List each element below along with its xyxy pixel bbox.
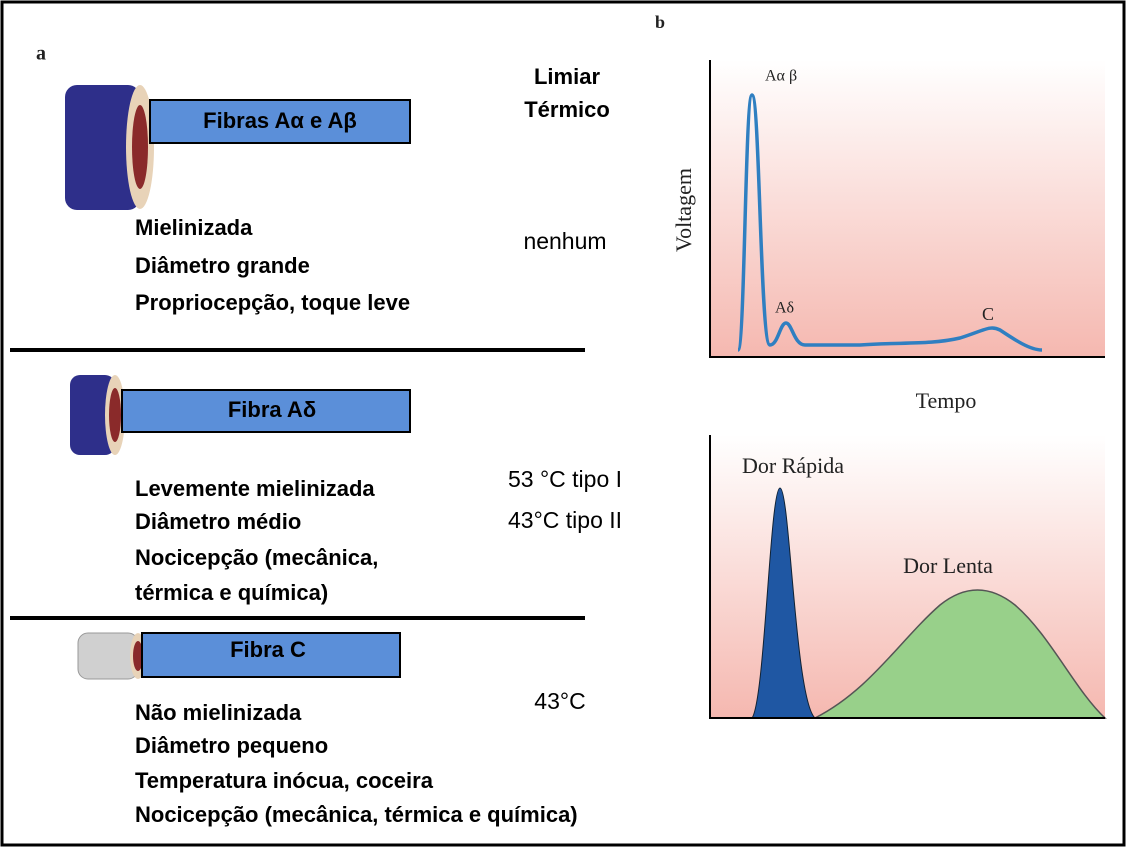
axes xyxy=(709,60,1105,358)
panel-label: b xyxy=(655,12,665,32)
property: Não mielinizada xyxy=(135,700,302,725)
curve-label: Dor Rápida xyxy=(742,453,844,478)
header: Limiar xyxy=(534,64,600,89)
property: Temperatura inócua, coceira xyxy=(135,768,434,793)
property: Nocicepção (mecânica, xyxy=(135,545,378,570)
axes xyxy=(709,435,1105,719)
fiber-name: Fibras Aα e Aβ xyxy=(203,108,357,133)
voltage-curve xyxy=(736,93,1043,352)
fiber-name: Fibra C xyxy=(230,637,306,662)
property: Diâmetro pequeno xyxy=(135,733,328,758)
property: térmica e química) xyxy=(135,580,328,605)
property: Levemente mielinizada xyxy=(135,476,375,501)
axis-label: Voltagem xyxy=(671,168,696,252)
header: Térmico xyxy=(524,97,610,122)
peak-label: Aα β xyxy=(765,68,797,85)
plot-area xyxy=(710,60,1105,357)
curve-label: Dor Lenta xyxy=(903,553,993,578)
fiber-box xyxy=(141,632,401,678)
peak-label: Aδ xyxy=(775,300,794,317)
threshold: 43°C tipo II xyxy=(508,507,622,533)
fiber-box xyxy=(121,389,411,433)
slow-pain-curve xyxy=(814,589,1107,719)
property: Propriocepção, toque leve xyxy=(135,290,410,315)
axis-label: Tempo xyxy=(916,388,977,413)
fiber-icon xyxy=(77,632,146,680)
threshold: 53 °C tipo I xyxy=(508,466,622,492)
property: Mielinizada xyxy=(135,215,253,240)
panel-label: a xyxy=(36,43,46,65)
fiber-box xyxy=(149,99,411,144)
property: Nocicepção (mecânica, térmica e química) xyxy=(135,802,578,827)
fiber-icon xyxy=(65,85,154,210)
property: Diâmetro grande xyxy=(135,253,310,278)
fast-pain-curve xyxy=(751,487,817,719)
peak-label: C xyxy=(982,304,994,324)
fiber-icon xyxy=(70,375,125,455)
threshold: nenhum xyxy=(523,228,606,254)
fiber-name: Fibra Aδ xyxy=(228,397,316,422)
property: Diâmetro médio xyxy=(135,509,301,534)
threshold: 43°C xyxy=(534,688,585,714)
